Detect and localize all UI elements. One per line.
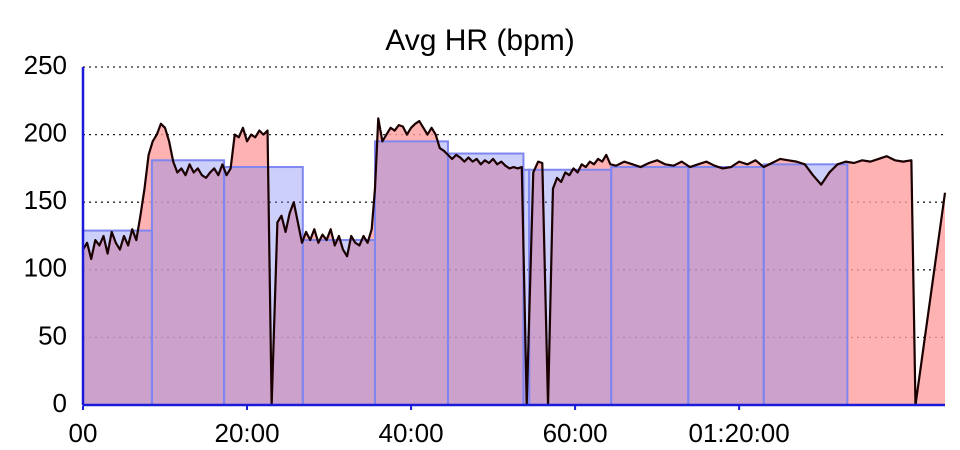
x-tick-label: 60:00: [543, 418, 608, 448]
lap-bar: [687, 166, 765, 406]
y-tick-label: 150: [24, 185, 67, 215]
lap-bar: [762, 163, 849, 406]
x-tick-label: 01:20:00: [689, 418, 790, 448]
x-tick-label: 00: [69, 418, 98, 448]
lap-bar: [528, 168, 613, 406]
hr-area: [83, 118, 945, 405]
x-tick-label: 40:00: [379, 418, 444, 448]
y-tick-label: 0: [53, 388, 67, 418]
hr-line: [82, 117, 947, 407]
chart-title: Avg HR (bpm): [385, 24, 575, 57]
y-tick-label: 250: [24, 50, 67, 80]
lap-bar: [82, 229, 153, 406]
lap-bar: [610, 166, 690, 406]
lap-bar: [223, 166, 304, 406]
y-tick-label: 50: [38, 320, 67, 350]
lap-bar: [150, 159, 226, 406]
x-tick-label: 20:00: [214, 418, 279, 448]
y-tick-label: 100: [24, 253, 67, 283]
lap-bar: [301, 239, 376, 406]
lap-bar: [373, 140, 449, 407]
y-tick-label: 200: [24, 117, 67, 147]
lap-bar: [446, 152, 525, 406]
